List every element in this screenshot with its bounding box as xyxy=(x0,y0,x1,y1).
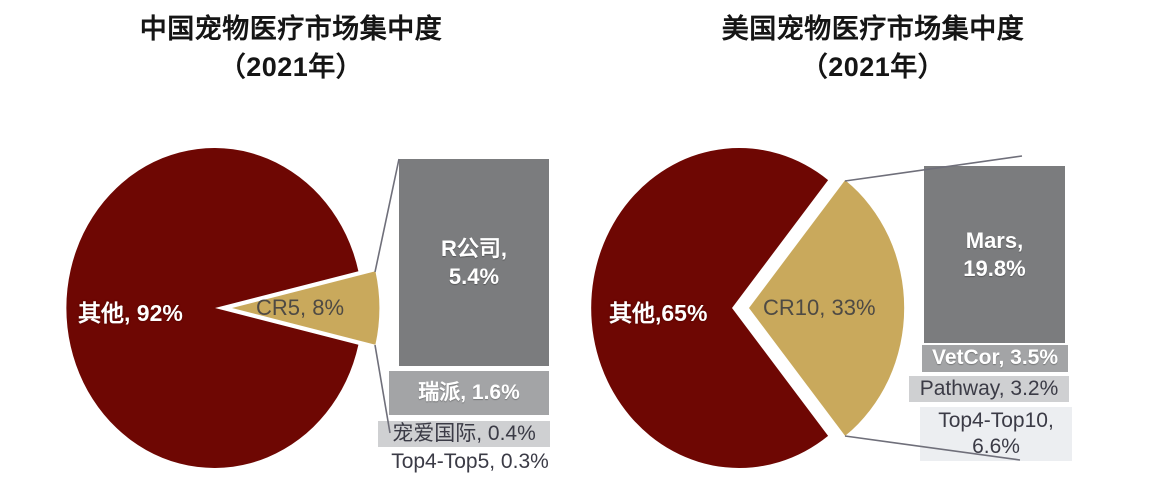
chart-panel-china: 中国宠物医疗市场集中度 （2021年） 其他, 92% CR5, 8% R公司,… xyxy=(0,10,582,473)
chart-panel-usa: 美国宠物医疗市场集中度 （2021年） 其他,65% CR10, 33% Mar… xyxy=(582,0,1164,502)
page-title-china: 中国宠物医疗市场集中度 （2021年） xyxy=(0,10,582,87)
callout-box-chongai: 宠爱国际, 0.4% xyxy=(378,421,550,447)
pie-slice-cr10-usa xyxy=(749,180,905,436)
page-title-usa: 美国宠物医疗市场集中度 （2021年） xyxy=(582,10,1164,87)
callout-box-vetcor: VetCor, 3.5% xyxy=(922,345,1068,372)
pie-slice-other-usa xyxy=(591,148,829,468)
chart-title-line1-usa: 美国宠物医疗市场集中度 xyxy=(721,14,1025,44)
pie-slice-cr5-china xyxy=(232,271,380,345)
callout-box-top4-top5: Top4-Top5, 0.3% xyxy=(391,449,549,473)
callout-box-r-company: R公司, 5.4% xyxy=(399,159,549,366)
callout-box-mars: Mars, 19.8% xyxy=(924,166,1065,343)
pie-slice-other-china xyxy=(66,147,359,469)
chart-title-line1-china: 中国宠物医疗市场集中度 xyxy=(139,14,443,44)
callout-box-ruipai: 瑞派, 1.6% xyxy=(389,371,549,415)
chart-title-line2-usa: （2021年） xyxy=(800,52,946,83)
pie-chart-china xyxy=(66,147,380,469)
pie-chart-usa xyxy=(582,0,1164,502)
callout-box-top4-top10: Top4-Top10, 6.6% xyxy=(920,407,1072,461)
chart-title-line2-china: （2021年） xyxy=(218,52,364,83)
pie-svg-china xyxy=(66,147,380,469)
callout-box-pathway: Pathway, 3.2% xyxy=(909,376,1069,402)
pie-svg-usa xyxy=(591,148,905,468)
